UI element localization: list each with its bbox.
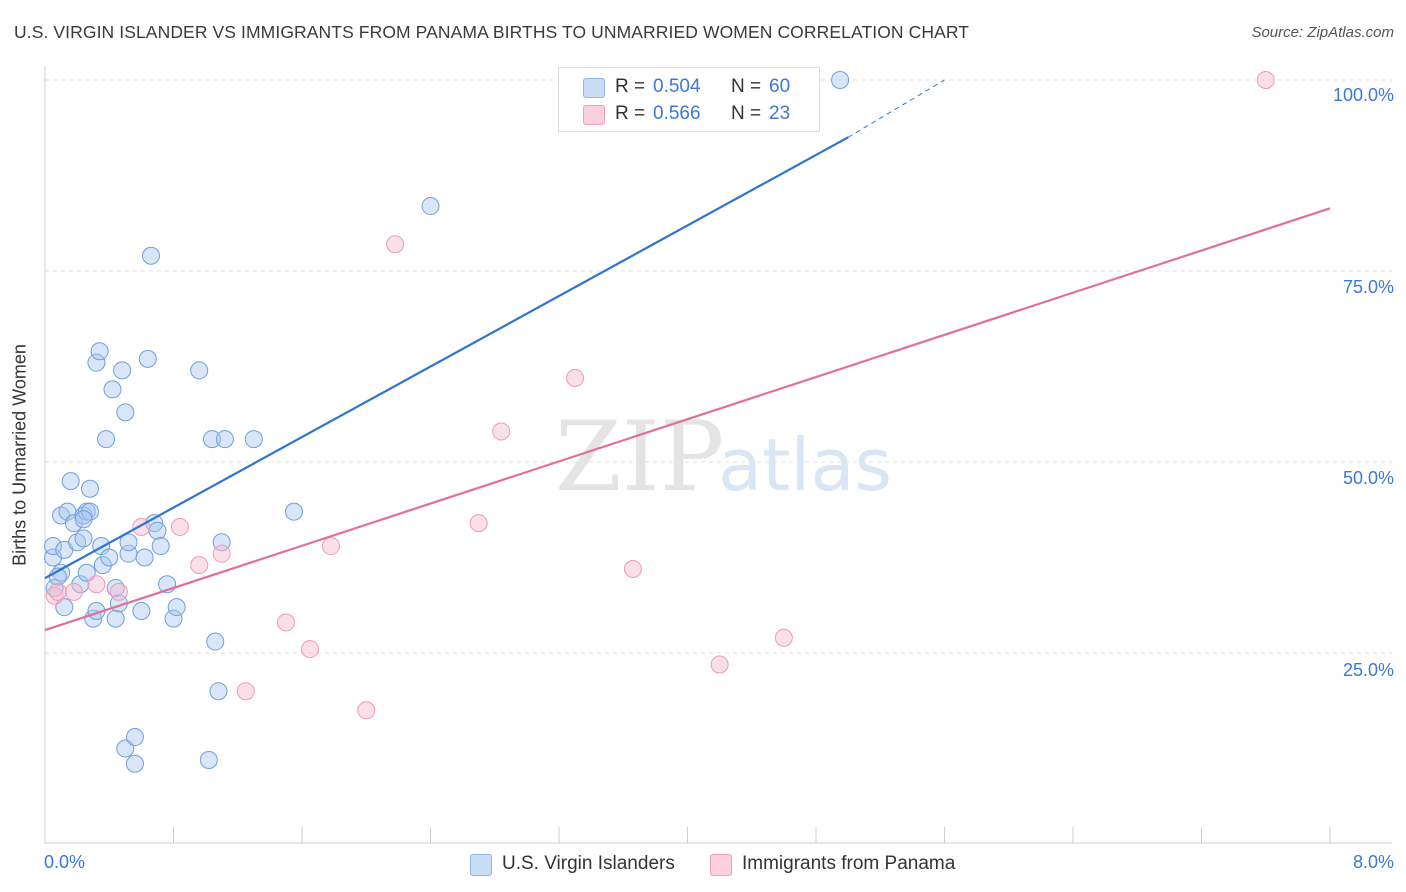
point-panama-18 bbox=[623, 559, 642, 578]
x-tick-min: 0.0% bbox=[44, 852, 86, 872]
point-virgin-islanders-32 bbox=[116, 739, 135, 758]
point-virgin-islanders-56 bbox=[831, 71, 850, 89]
point-virgin-islanders-50 bbox=[209, 682, 228, 701]
point-virgin-islanders-38 bbox=[138, 349, 157, 368]
point-virgin-islanders-34 bbox=[119, 533, 138, 552]
point-virgin-islanders-5 bbox=[55, 598, 74, 617]
legend-r-value: 0.504 bbox=[653, 76, 701, 97]
point-panama-19 bbox=[710, 655, 729, 674]
point-panama-13 bbox=[357, 701, 376, 720]
point-virgin-islanders-20 bbox=[87, 353, 106, 372]
axes bbox=[44, 66, 1392, 844]
point-virgin-islanders-31 bbox=[116, 403, 135, 422]
point-virgin-islanders-53 bbox=[244, 430, 263, 449]
y-tick-25: 25.0% bbox=[1342, 660, 1394, 680]
point-virgin-islanders-42 bbox=[151, 537, 170, 556]
point-panama-10 bbox=[276, 613, 295, 632]
legend-n-value: 60 bbox=[769, 76, 791, 97]
point-panama-20 bbox=[774, 628, 793, 647]
watermark-atlas: atlas bbox=[718, 423, 892, 507]
point-virgin-islanders-9 bbox=[64, 514, 83, 533]
bottom-legend-label: Immigrants from Panama bbox=[742, 853, 956, 874]
bottom-legend-swatch-pink bbox=[710, 854, 732, 876]
point-panama-6 bbox=[170, 517, 189, 536]
series-virgin-islanders-points bbox=[44, 71, 850, 773]
point-virgin-islanders-54 bbox=[284, 502, 303, 521]
point-virgin-islanders-59 bbox=[74, 510, 93, 529]
point-virgin-islanders-46 bbox=[190, 361, 209, 380]
point-virgin-islanders-24 bbox=[97, 430, 116, 449]
point-virgin-islanders-36 bbox=[132, 601, 151, 620]
bottom-legend-label: U.S. Virgin Islanders bbox=[502, 853, 675, 874]
point-virgin-islanders-26 bbox=[103, 380, 122, 399]
point-virgin-islanders-15 bbox=[77, 563, 96, 582]
y-tick-75: 75.0% bbox=[1342, 277, 1394, 297]
watermark: ZIP atlas bbox=[555, 401, 892, 513]
point-virgin-islanders-21 bbox=[90, 342, 109, 361]
series-panama-points bbox=[45, 71, 1275, 720]
point-panama-2 bbox=[64, 582, 83, 601]
legend-r-label: R = bbox=[615, 76, 646, 97]
point-panama-7 bbox=[190, 556, 209, 575]
legend: R = 0.504 N = 60 R = 0.566 N = 23 bbox=[558, 67, 820, 132]
trendline-virgin-islanders bbox=[44, 136, 849, 580]
point-virgin-islanders-8 bbox=[61, 472, 80, 491]
point-panama-12 bbox=[321, 537, 340, 556]
point-virgin-islanders-55 bbox=[421, 197, 440, 216]
point-virgin-islanders-48 bbox=[203, 430, 222, 449]
point-virgin-islanders-39 bbox=[142, 246, 161, 265]
point-virgin-islanders-28 bbox=[106, 609, 125, 628]
trendline-panama bbox=[44, 207, 1331, 632]
point-virgin-islanders-35 bbox=[125, 754, 144, 773]
point-virgin-islanders-12 bbox=[74, 529, 93, 548]
point-panama-4 bbox=[109, 582, 128, 601]
legend-n-value: 23 bbox=[769, 103, 791, 124]
point-virgin-islanders-58 bbox=[125, 728, 144, 747]
point-panama-16 bbox=[492, 422, 511, 441]
bottom-legend-swatch-blue bbox=[470, 854, 492, 876]
point-virgin-islanders-25 bbox=[100, 548, 119, 567]
legend-n-label: N = bbox=[731, 76, 762, 97]
point-virgin-islanders-52 bbox=[215, 430, 234, 449]
legend-r-label: R = bbox=[615, 103, 646, 124]
point-virgin-islanders-37 bbox=[135, 548, 154, 567]
legend-swatch-blue bbox=[583, 78, 605, 98]
watermark-zip: ZIP bbox=[555, 401, 724, 513]
point-panama-8 bbox=[212, 544, 231, 563]
point-panama-15 bbox=[469, 514, 488, 533]
y-axis-label: Births to Unmarried Women bbox=[9, 344, 30, 566]
point-panama-3 bbox=[87, 575, 106, 594]
point-panama-17 bbox=[566, 368, 585, 387]
point-panama-9 bbox=[236, 682, 255, 701]
chart-title: U.S. VIRGIN ISLANDER VS IMMIGRANTS FROM … bbox=[14, 22, 970, 42]
point-panama-21 bbox=[1256, 71, 1275, 89]
y-tick-50: 50.0% bbox=[1342, 468, 1394, 488]
point-virgin-islanders-45 bbox=[167, 598, 186, 617]
point-virgin-islanders-49 bbox=[206, 632, 225, 651]
point-panama-11 bbox=[301, 640, 320, 659]
point-panama-1 bbox=[48, 582, 67, 601]
point-virgin-islanders-47 bbox=[199, 750, 218, 769]
point-panama-14 bbox=[386, 235, 405, 254]
point-virgin-islanders-44 bbox=[164, 609, 183, 628]
y-tick-100: 100.0% bbox=[1332, 85, 1394, 105]
point-virgin-islanders-11 bbox=[71, 575, 90, 594]
point-virgin-islanders-16 bbox=[80, 502, 99, 521]
point-virgin-islanders-23 bbox=[93, 556, 112, 575]
legend-r-value: 0.566 bbox=[653, 103, 701, 124]
trend-lines bbox=[44, 79, 1331, 632]
source-label: Source: ZipAtlas.com bbox=[1251, 24, 1394, 41]
legend-n-label: N = bbox=[731, 103, 762, 124]
trendline-virgin-islanders-extension bbox=[847, 79, 945, 138]
grid-lines bbox=[45, 79, 1392, 654]
point-virgin-islanders-17 bbox=[80, 479, 99, 498]
point-virgin-islanders-1 bbox=[44, 537, 63, 556]
point-virgin-islanders-30 bbox=[113, 361, 132, 380]
legend-swatch-pink bbox=[583, 105, 605, 125]
x-tick-max: 8.0% bbox=[1352, 852, 1394, 872]
point-virgin-islanders-41 bbox=[148, 521, 167, 540]
